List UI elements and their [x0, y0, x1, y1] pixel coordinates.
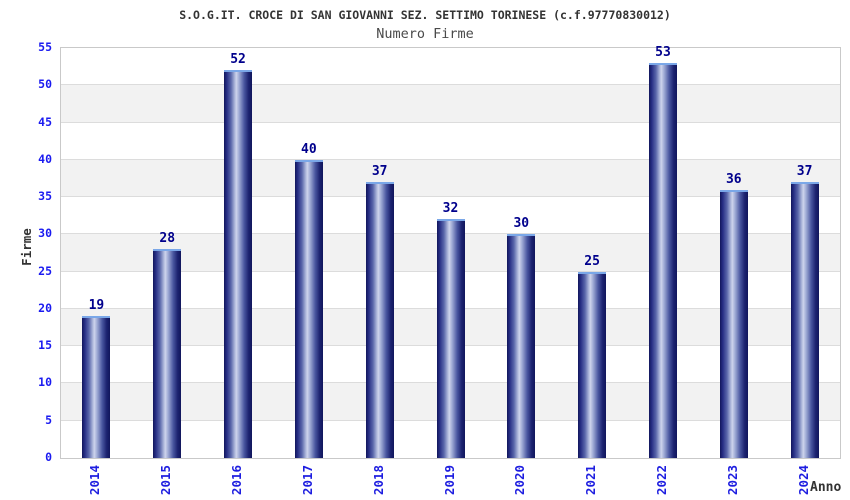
bar-value-label: 19: [88, 298, 105, 314]
y-tick-label: 20: [38, 300, 52, 315]
bar-value-label: 32: [442, 201, 459, 217]
x-tick-label: 2014: [87, 464, 103, 496]
bar-2014: [82, 316, 111, 458]
x-tick-label: 2016: [229, 464, 245, 496]
chart-subtitle: Numero Firme: [376, 26, 474, 42]
y-tick-label: 5: [45, 412, 52, 427]
bar-value-label: 53: [655, 44, 671, 60]
bar-2022: [648, 62, 677, 458]
bar-2015: [153, 249, 182, 458]
bar-2019: [436, 219, 465, 458]
bar-value-label: 28: [159, 231, 176, 247]
bar-2023: [719, 189, 748, 458]
x-tick-label: 2020: [512, 464, 528, 496]
y-tick-label: 40: [38, 151, 52, 166]
chart-title: S.O.G.IT. CROCE DI SAN GIOVANNI SEZ. SET…: [179, 8, 671, 22]
bar-2016: [224, 70, 253, 458]
bar-2020: [507, 234, 536, 458]
x-tick-label: 2021: [583, 464, 599, 496]
y-tick-label: 30: [38, 226, 52, 241]
bar-2018: [365, 182, 394, 458]
x-tick-label: 2024: [795, 464, 811, 496]
bar-2017: [294, 159, 323, 458]
y-tick-label: 25: [38, 263, 52, 278]
x-axis-title: Anno: [810, 480, 842, 495]
gridline: [61, 121, 840, 123]
x-tick-label: 2019: [441, 464, 457, 496]
y-tick-label: 55: [38, 40, 52, 54]
y-tick-label: 10: [38, 375, 52, 390]
x-tick-label: 2023: [724, 464, 740, 496]
y-tick-label: 45: [38, 114, 52, 129]
y-tick-label: 35: [38, 189, 52, 204]
plot-area: 19 28 52 40 37 32 30 25 53 36 37: [60, 44, 841, 459]
bar-2024: [790, 182, 819, 458]
bar-value-label: 52: [230, 52, 246, 68]
x-tick-label: 2018: [370, 464, 386, 496]
y-tick-label: 0: [45, 450, 52, 464]
x-tick-label: 2017: [299, 464, 315, 496]
y-tick-label: 15: [38, 338, 52, 353]
plot-band: [61, 85, 840, 123]
x-tick-label: 2022: [653, 464, 669, 496]
bar-value-label: 25: [584, 253, 600, 269]
bar-value-label: 37: [371, 164, 388, 180]
gridline: [61, 158, 840, 160]
x-tick-label: 2015: [158, 464, 174, 496]
bar-value-label: 36: [725, 171, 742, 187]
gridline: [61, 84, 840, 86]
bar-2021: [578, 271, 607, 458]
gridline: [61, 196, 840, 198]
bar-value-label: 30: [513, 216, 530, 232]
plot-band: [61, 159, 840, 198]
y-tick-label: 50: [38, 77, 52, 92]
bar-value-label: 40: [301, 141, 317, 157]
bar-value-label: 37: [796, 164, 813, 180]
